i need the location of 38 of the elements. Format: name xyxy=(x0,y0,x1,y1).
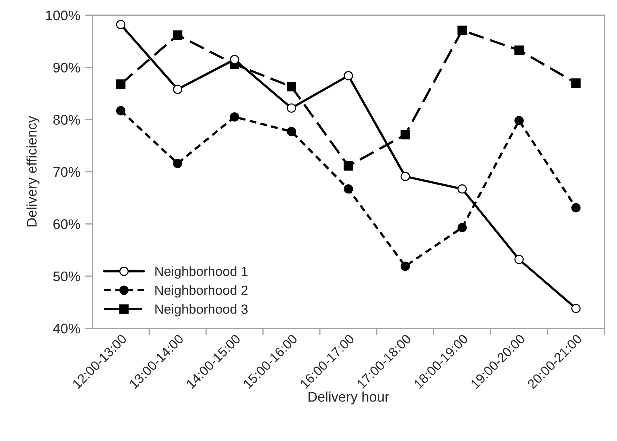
y-tick-label: 50% xyxy=(54,272,80,282)
point xyxy=(173,158,183,168)
point xyxy=(173,84,183,94)
point xyxy=(572,78,581,88)
y-axis-title: Delivery efficiency xyxy=(26,116,40,227)
point xyxy=(344,71,354,81)
y-tick-label: 80% xyxy=(54,115,80,125)
point xyxy=(287,127,296,136)
point xyxy=(514,116,524,126)
point xyxy=(458,184,468,194)
y-tick-label: 70% xyxy=(54,167,80,178)
point xyxy=(514,46,524,56)
point xyxy=(572,203,581,213)
point xyxy=(344,162,354,171)
point xyxy=(572,304,581,314)
legend-label: Neighborhood 3 xyxy=(156,304,248,317)
point xyxy=(458,26,468,36)
point xyxy=(400,262,410,272)
point xyxy=(116,80,126,90)
point xyxy=(400,130,410,140)
point xyxy=(173,30,183,40)
point xyxy=(400,172,410,182)
point xyxy=(116,106,126,116)
y-tick-label: 100% xyxy=(46,10,80,21)
point xyxy=(514,254,524,264)
y-tick-label: 90% xyxy=(54,62,80,73)
point xyxy=(116,20,126,30)
y-tick-label: 60% xyxy=(54,220,80,230)
point xyxy=(287,82,296,92)
point xyxy=(287,104,296,114)
x-axis-title: Delivery hour xyxy=(308,392,390,405)
y-tick-label: 40% xyxy=(53,324,80,334)
legend-label: Neighborhood 2 xyxy=(156,285,248,298)
point xyxy=(230,55,240,64)
point xyxy=(458,223,468,233)
point xyxy=(230,112,240,122)
point xyxy=(344,184,354,194)
legend-label: Neighborhood 1 xyxy=(156,266,248,279)
